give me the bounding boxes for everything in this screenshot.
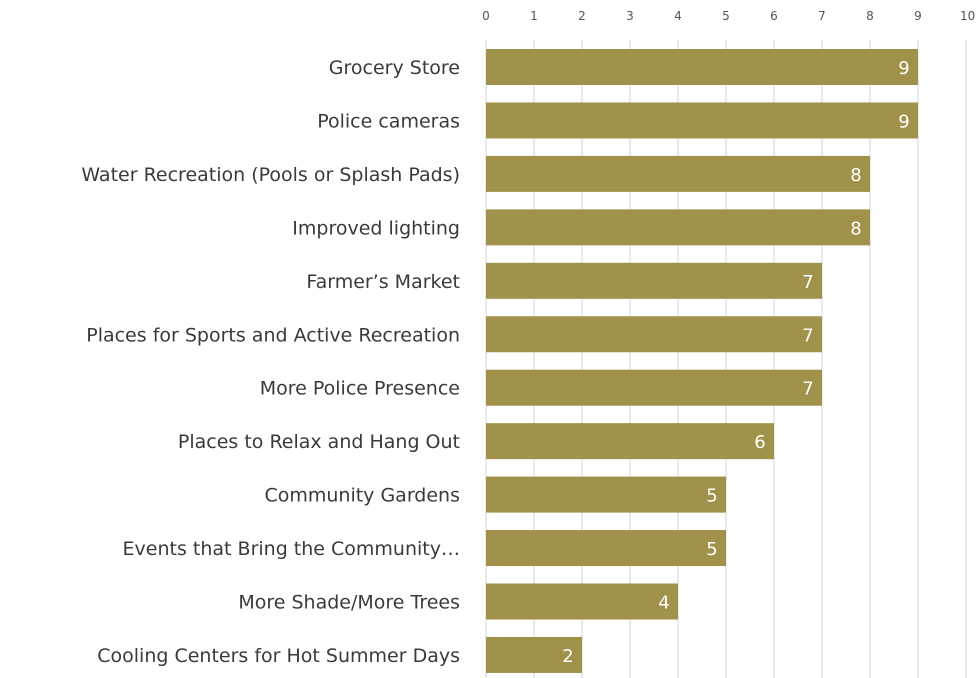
bar-value-label: 5 <box>706 539 717 560</box>
category-label: Events that Bring the Community… <box>123 538 460 560</box>
x-tick-label: 8 <box>866 9 874 23</box>
gridlines <box>485 40 967 678</box>
bar <box>486 102 918 139</box>
bar-value-label: 8 <box>850 218 861 239</box>
x-tick-label: 6 <box>770 9 778 23</box>
bar-value-label: 6 <box>754 432 765 453</box>
x-tick-label: 3 <box>626 9 634 23</box>
bar-value-label: 8 <box>850 165 861 186</box>
category-label: Cooling Centers for Hot Summer Days <box>97 645 460 667</box>
x-tick-label: 1 <box>530 9 538 23</box>
bar-value-label: 7 <box>802 379 813 400</box>
category-label: More Police Presence <box>260 378 460 400</box>
bar <box>486 49 918 85</box>
bar <box>486 583 678 620</box>
bar <box>486 262 822 299</box>
bar-value-label: 7 <box>802 272 813 293</box>
bar <box>486 530 726 567</box>
bar <box>486 636 582 673</box>
bar <box>486 476 726 513</box>
bars <box>486 49 918 673</box>
x-tick-label: 9 <box>914 9 922 23</box>
x-axis-ticks: 0 1 2 3 4 5 6 7 8 9 10 <box>482 9 975 23</box>
bar-value-label: 7 <box>802 325 813 346</box>
bar-value-label: 9 <box>898 58 909 79</box>
x-tick-label: 5 <box>722 9 730 23</box>
x-tick-label: 7 <box>818 9 826 23</box>
bar <box>486 155 870 192</box>
bar <box>486 209 870 246</box>
category-label: Places for Sports and Active Recreation <box>86 324 460 346</box>
category-label: Farmer’s Market <box>306 271 460 293</box>
bar-value-label: 5 <box>706 486 717 507</box>
bar <box>486 369 822 406</box>
x-tick-label: 4 <box>674 9 682 23</box>
x-tick-label: 10 <box>960 9 975 23</box>
bar-value-label: 2 <box>562 646 573 667</box>
value-labels: 9 9 8 8 7 7 7 6 5 5 4 2 <box>562 58 909 667</box>
x-tick-label: 0 <box>482 9 490 23</box>
category-label: Grocery Store <box>329 57 460 79</box>
x-tick-label: 2 <box>578 9 586 23</box>
category-label: Improved lighting <box>292 217 460 239</box>
category-label: Places to Relax and Hang Out <box>178 431 460 453</box>
category-label: More Shade/More Trees <box>238 592 460 614</box>
category-label: Water Recreation (Pools or Splash Pads) <box>81 164 460 186</box>
bar <box>486 316 822 353</box>
bar <box>486 423 774 460</box>
category-label: Police cameras <box>317 110 460 132</box>
category-label: Community Gardens <box>264 485 460 507</box>
bar-value-label: 4 <box>658 593 669 614</box>
bar-value-label: 9 <box>898 111 909 132</box>
category-labels: Grocery Store Police cameras Water Recreat… <box>81 57 460 667</box>
